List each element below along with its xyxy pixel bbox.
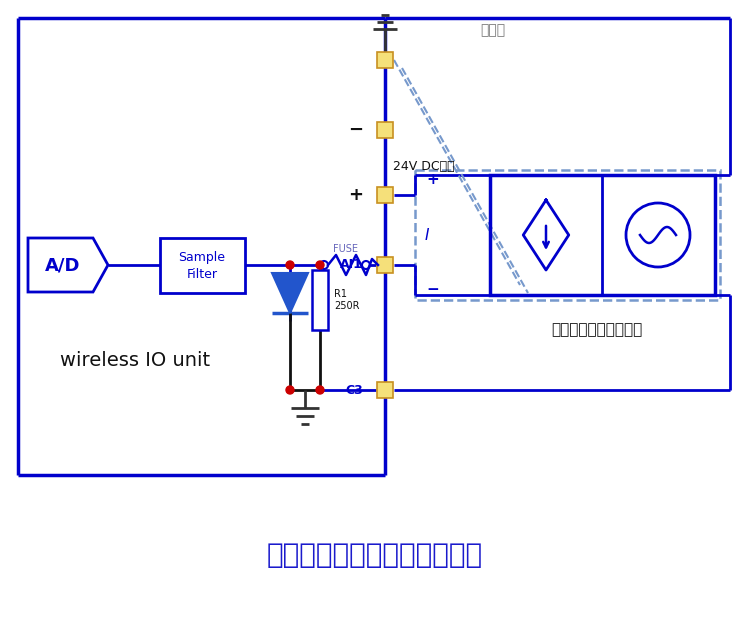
Text: Sample: Sample — [178, 250, 226, 264]
Text: −: − — [427, 283, 439, 298]
Bar — [377, 257, 393, 273]
Text: 屏蔽线: 屏蔽线 — [480, 23, 506, 37]
Text: +: + — [427, 172, 439, 187]
Bar — [377, 122, 393, 138]
Bar — [415, 170, 720, 300]
Bar — [490, 175, 715, 295]
Circle shape — [286, 386, 294, 394]
Circle shape — [316, 386, 324, 394]
Bar — [377, 382, 393, 398]
Text: I: I — [424, 228, 429, 242]
Text: FUSE: FUSE — [332, 244, 358, 254]
Text: 24V DC输出: 24V DC输出 — [393, 161, 454, 174]
Bar — [377, 52, 393, 68]
Circle shape — [286, 261, 294, 269]
Text: Filter: Filter — [187, 268, 218, 281]
Polygon shape — [272, 273, 308, 313]
Text: A/D: A/D — [45, 256, 81, 274]
Text: AI1: AI1 — [340, 259, 363, 272]
Text: 模拟量输入电流两线制接线图: 模拟量输入电流两线制接线图 — [267, 541, 483, 569]
Bar — [160, 238, 245, 293]
Bar — [377, 187, 393, 203]
Text: R1
250R: R1 250R — [334, 289, 359, 311]
Text: C3: C3 — [345, 384, 363, 397]
Text: 两线制电流输出传感器: 两线制电流输出传感器 — [551, 322, 643, 337]
Text: −: − — [348, 121, 363, 139]
Text: wireless IO unit: wireless IO unit — [60, 350, 210, 370]
Bar — [312, 270, 328, 330]
Text: +: + — [348, 186, 363, 204]
Circle shape — [316, 261, 324, 269]
